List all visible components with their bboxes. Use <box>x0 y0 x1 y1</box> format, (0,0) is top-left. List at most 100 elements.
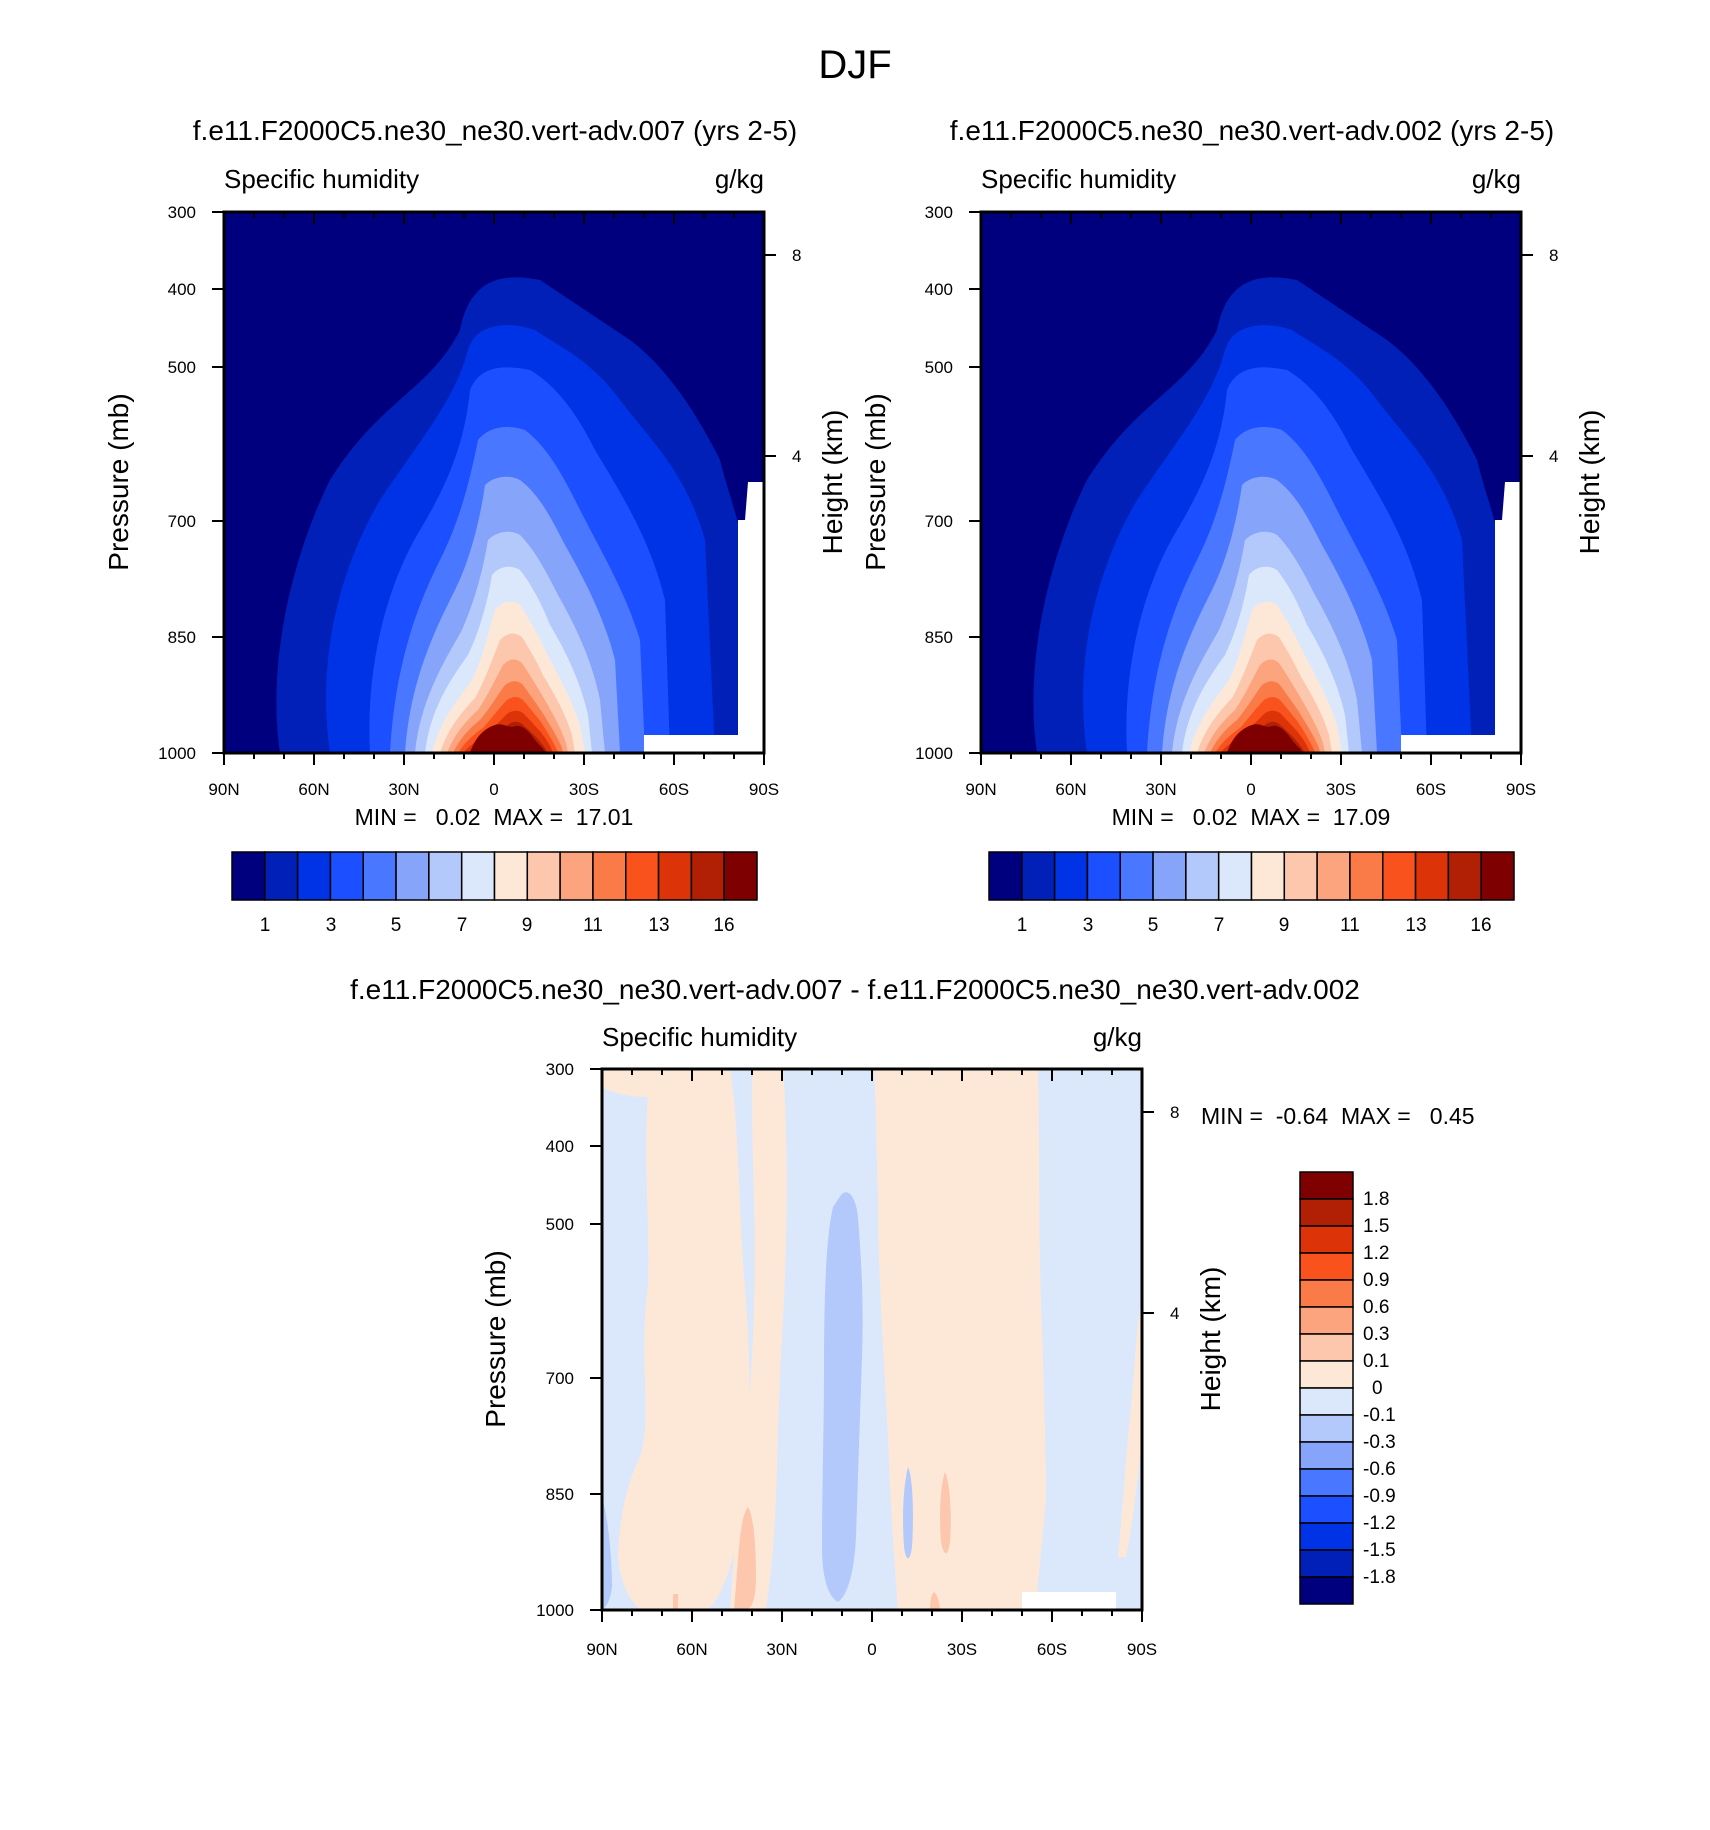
colorbar-label: 1.2 <box>1363 1243 1389 1264</box>
colorbar-box <box>526 851 561 901</box>
x-tick-label: 30S <box>569 780 599 799</box>
colorbar-labels: 1 3 5 7 9 11 13 16 <box>1017 915 1492 936</box>
colorbar-box <box>1299 1495 1354 1524</box>
y-tick-label: 300 <box>925 203 953 222</box>
contour-fill-neg <box>602 1497 612 1610</box>
colorbar-box <box>1299 1549 1354 1578</box>
colorbar-box <box>1021 851 1056 901</box>
colorbar-box <box>428 851 463 901</box>
right-string: g/kg <box>1472 164 1521 194</box>
colorbar-box <box>988 851 1023 901</box>
y2-axis <box>1142 1111 1154 1314</box>
colorbar-box <box>1299 1468 1354 1497</box>
y2-axis-label: Height (km) <box>817 410 848 555</box>
contour-fill-15 <box>470 724 546 753</box>
contour-fill-neg <box>903 1467 913 1559</box>
y-tick-label: 400 <box>168 280 196 299</box>
colorbar-box <box>1299 1522 1354 1551</box>
panel-difference: f.e11.F2000C5.ne30_ne30.vert-adv.007 - f… <box>350 974 1474 1659</box>
colorbar-box <box>1382 851 1417 901</box>
colorbar-label: 1 <box>1017 915 1028 936</box>
colorbar: 1.8 1.5 1.2 0.9 0.6 0.3 0.1 0 -0.1 -0.3 … <box>1299 1171 1396 1605</box>
colorbar-box <box>1217 851 1253 901</box>
colorbar-label: -0.9 <box>1363 1486 1396 1507</box>
y-tick-label: 500 <box>546 1215 574 1234</box>
min-max-label: MIN = -0.64 MAX = 0.45 <box>1201 1103 1475 1129</box>
x-tick-label: 60S <box>659 780 689 799</box>
colorbar-label: 0.3 <box>1363 1324 1389 1345</box>
colorbar-box <box>1185 851 1220 901</box>
x-tick-label: 30S <box>947 1640 977 1659</box>
colorbar-box <box>723 851 758 901</box>
y-tick-label: 1000 <box>158 744 196 763</box>
panel-top-right: f.e11.F2000C5.ne30_ne30.vert-adv.002 (yr… <box>860 115 1605 936</box>
right-string: g/kg <box>715 164 764 194</box>
colorbar-label: -1.2 <box>1363 1513 1396 1534</box>
x-tick-labels: 90N 60N 30N 0 30S 60S 90S <box>208 780 779 799</box>
y2-tick-labels: 8 4 <box>1549 246 1558 466</box>
panel-title: f.e11.F2000C5.ne30_ne30.vert-adv.007 - f… <box>350 974 1360 1005</box>
colorbar-box <box>1299 1414 1354 1443</box>
contour-fill-pos <box>1118 1307 1143 1557</box>
y-tick-label: 850 <box>546 1485 574 1504</box>
y-tick-label: 300 <box>168 203 196 222</box>
y2-axis-label: Height (km) <box>1195 1267 1226 1412</box>
x-tick-label: 60N <box>298 780 329 799</box>
left-string: Specific humidity <box>602 1022 797 1052</box>
colorbar-box <box>1316 851 1351 901</box>
y-tick-label: 500 <box>925 358 953 377</box>
y-tick-labels: 300 400 500 700 850 1000 <box>158 203 196 763</box>
contour-fill-pos2 <box>673 1594 678 1610</box>
contour-field <box>602 1069 1143 1610</box>
colorbar-label: -0.1 <box>1363 1405 1396 1426</box>
x-axis <box>223 212 765 765</box>
colorbar-box <box>1299 1441 1354 1470</box>
x-tick-labels: 90N 60N 30N 0 30S 60S 90S <box>965 780 1536 799</box>
y-axis-label: Pressure (mb) <box>480 1250 511 1427</box>
colorbar-label: 9 <box>1279 915 1290 936</box>
y-tick-label: 400 <box>546 1137 574 1156</box>
colorbar-box <box>1299 1360 1354 1389</box>
colorbar-label: 0 <box>1372 1378 1383 1399</box>
colorbar-box <box>296 851 332 901</box>
colorbar-label: 5 <box>1148 915 1159 936</box>
colorbar-boxes <box>231 851 758 901</box>
missing-data-region <box>1401 482 1521 753</box>
page-title: DJF <box>818 43 891 87</box>
colorbar-box <box>1447 851 1482 901</box>
colorbar-box <box>1299 1306 1354 1335</box>
x-tick-label: 30N <box>1145 780 1176 799</box>
y2-tick-label: 4 <box>792 447 801 466</box>
colorbar-label: 0.1 <box>1363 1351 1389 1372</box>
colorbar-label: 16 <box>713 915 734 936</box>
y-axis <box>969 211 981 754</box>
panel-title: f.e11.F2000C5.ne30_ne30.vert-adv.007 (yr… <box>193 115 797 146</box>
colorbar-box <box>690 851 725 901</box>
colorbar-label: 7 <box>457 915 468 936</box>
colorbar-box <box>1299 1198 1354 1227</box>
left-string: Specific humidity <box>981 164 1176 194</box>
y-axis-label: Pressure (mb) <box>860 393 891 570</box>
colorbar-label: 11 <box>1340 915 1360 936</box>
y2-tick-label: 8 <box>1170 1103 1179 1122</box>
colorbar-box <box>1299 1387 1354 1416</box>
contour-fill-pos <box>602 1069 750 1610</box>
y-tick-label: 1000 <box>915 744 953 763</box>
colorbar-box <box>1414 851 1450 901</box>
colorbar-labels: 1.8 1.5 1.2 0.9 0.6 0.3 0.1 0 -0.1 -0.3 … <box>1363 1189 1396 1588</box>
colorbar-box <box>1299 1576 1354 1605</box>
x-tick-label: 0 <box>489 780 498 799</box>
colorbar-label: 0.6 <box>1363 1297 1389 1318</box>
colorbar-label: 3 <box>1083 915 1094 936</box>
colorbar-label: -1.5 <box>1363 1540 1396 1561</box>
colorbar-box <box>231 851 266 901</box>
contour-fill-pos <box>874 1069 1046 1610</box>
y-tick-label: 700 <box>925 512 953 531</box>
y2-tick-label: 8 <box>792 246 801 265</box>
x-axis <box>980 212 1522 765</box>
contour-fill-pos <box>730 1069 787 1610</box>
colorbar-box <box>1299 1279 1354 1308</box>
colorbar-box <box>1053 851 1089 901</box>
x-tick-label: 60N <box>1055 780 1086 799</box>
